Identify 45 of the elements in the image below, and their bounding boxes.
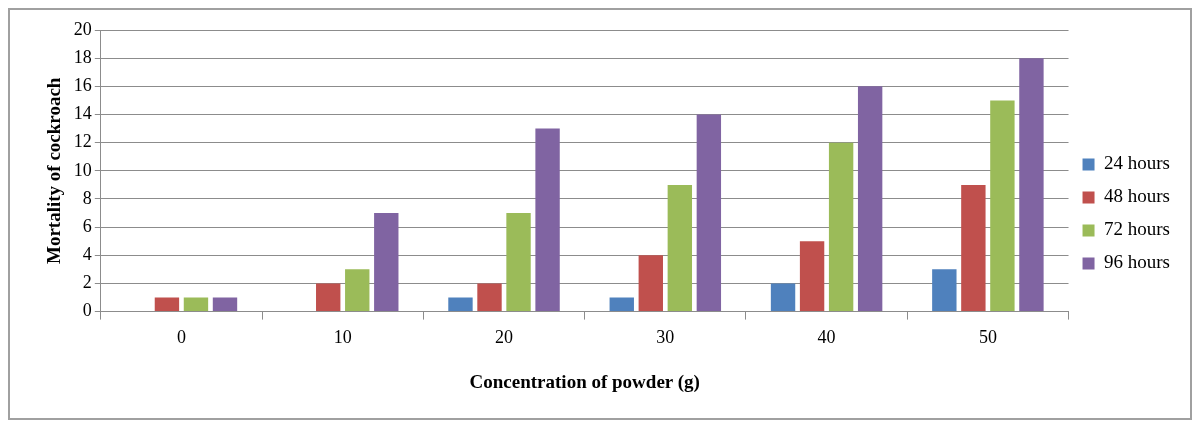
bar bbox=[857, 86, 883, 312]
y-tick-label: 18 bbox=[73, 46, 92, 67]
legend-label: 48 hours bbox=[1104, 185, 1171, 207]
bar bbox=[448, 297, 473, 312]
bar bbox=[535, 128, 560, 312]
bar bbox=[506, 213, 531, 312]
bar bbox=[183, 297, 209, 312]
bar bbox=[696, 114, 722, 312]
bar bbox=[316, 283, 341, 312]
bar bbox=[638, 255, 663, 312]
bar bbox=[770, 283, 796, 312]
legend-label: 24 hours bbox=[1104, 152, 1171, 174]
bar bbox=[154, 297, 180, 312]
bar bbox=[1019, 58, 1044, 312]
bar bbox=[345, 269, 370, 312]
y-tick-label: 16 bbox=[73, 75, 92, 96]
bar bbox=[609, 297, 634, 312]
y-tick-label: 4 bbox=[82, 244, 92, 265]
bar bbox=[477, 283, 502, 312]
y-tick-label: 10 bbox=[73, 159, 92, 180]
y-tick-label: 6 bbox=[82, 215, 92, 236]
legend-label: 96 hours bbox=[1104, 251, 1171, 273]
y-tick-label: 0 bbox=[82, 300, 92, 321]
bar bbox=[667, 184, 693, 312]
x-tick-label: 20 bbox=[495, 327, 514, 348]
y-tick-label: 14 bbox=[73, 103, 92, 124]
x-tick-label: 40 bbox=[817, 327, 836, 348]
x-tick-label: 30 bbox=[656, 327, 675, 348]
bar bbox=[212, 297, 238, 312]
x-axis-title: Concentration of powder (g) bbox=[469, 370, 700, 393]
bar bbox=[828, 142, 854, 312]
bar bbox=[932, 269, 957, 312]
bar bbox=[374, 213, 399, 312]
x-tick-label: 50 bbox=[978, 327, 997, 348]
y-tick-label: 12 bbox=[73, 131, 92, 152]
y-tick-label: 2 bbox=[82, 272, 92, 293]
bar bbox=[961, 184, 986, 312]
x-tick-label: 10 bbox=[333, 327, 352, 348]
y-tick-label: 8 bbox=[82, 187, 92, 208]
bar bbox=[990, 100, 1015, 312]
y-tick-label: 20 bbox=[73, 18, 92, 39]
legend-label: 72 hours bbox=[1104, 218, 1171, 240]
bar bbox=[799, 241, 825, 312]
x-tick-label: 0 bbox=[176, 327, 186, 348]
y-axis-title: Mortality of cockroach bbox=[43, 77, 65, 265]
